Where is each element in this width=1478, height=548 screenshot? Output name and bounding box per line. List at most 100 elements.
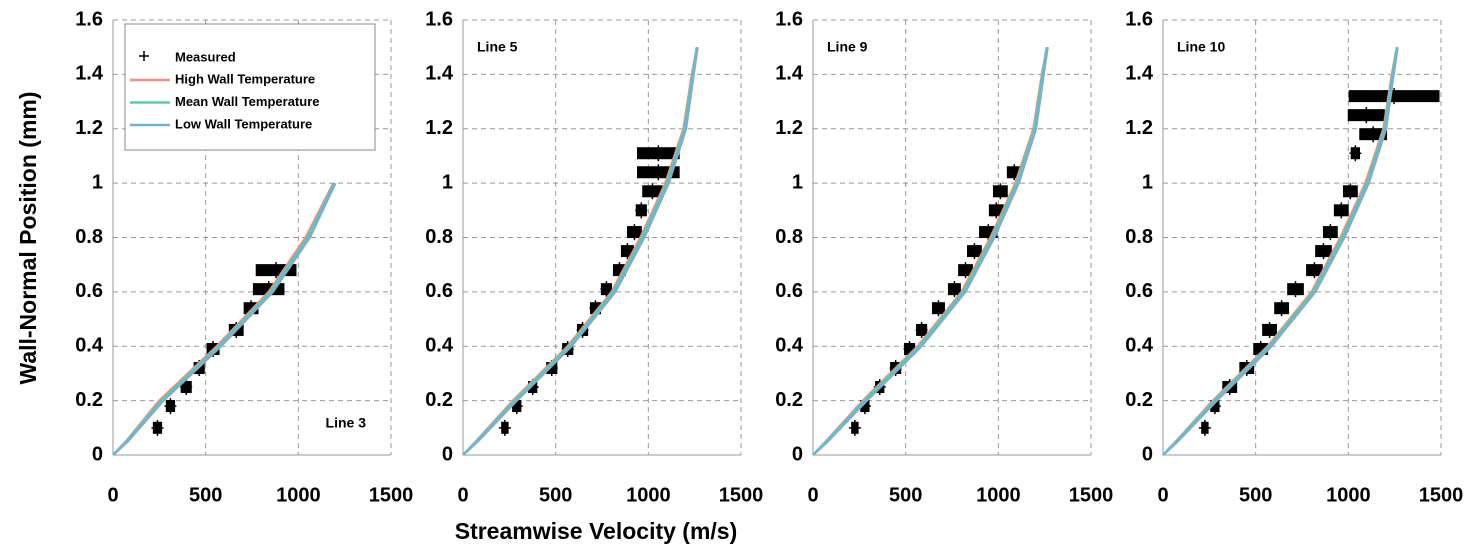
x-tick-label: 0	[807, 484, 818, 506]
y-tick-label: 0.4	[425, 335, 454, 357]
measured-point	[1308, 262, 1321, 279]
measured-point	[1344, 183, 1357, 200]
x-tick-label: 1000	[976, 484, 1021, 506]
legend-label: High Wall Temperature	[175, 71, 315, 86]
x-tick-label: 1000	[276, 484, 321, 506]
measured-point	[1275, 300, 1288, 317]
x-tick-label: 500	[189, 484, 222, 506]
measured-point	[1263, 321, 1276, 338]
measured-point	[1360, 107, 1373, 124]
measured-point	[968, 243, 981, 260]
measured-point	[652, 164, 665, 181]
measured-point	[1335, 202, 1348, 219]
measured-point	[600, 281, 613, 298]
y-tick-label: 0.8	[75, 226, 103, 248]
x-tick-label: 500	[539, 484, 572, 506]
line	[112, 182, 337, 456]
y-tick-label: 0.6	[425, 280, 453, 302]
measured-point	[164, 398, 177, 415]
y-tick-label: 1.6	[775, 8, 803, 30]
y-tick-label: 1.4	[75, 63, 104, 85]
annotation: Line 5	[477, 39, 518, 55]
measured-point	[990, 202, 1003, 219]
y-tick-label: 0.2	[425, 389, 453, 411]
measured-point	[180, 379, 193, 396]
measured-point	[151, 419, 164, 436]
measured-point	[652, 145, 665, 162]
measured-point	[498, 419, 511, 436]
y-tick-label: 0	[92, 443, 103, 465]
y-tick-label: 0.8	[425, 226, 453, 248]
legend-label: Mean Wall Temperature	[175, 94, 319, 109]
y-tick-label: 0.2	[775, 389, 803, 411]
y-tick-label: 0.2	[75, 389, 103, 411]
line	[462, 47, 699, 456]
measured-point	[1317, 243, 1330, 260]
measured-point	[994, 183, 1007, 200]
measured-point	[1198, 419, 1211, 436]
measured-point	[646, 183, 659, 200]
measured-point	[1367, 126, 1380, 143]
y-axis-title: Wall-Normal Position (mm)	[15, 91, 41, 384]
y-tick-label: 0.8	[775, 226, 803, 248]
y-tick-label: 0.4	[1125, 335, 1154, 357]
y-tick-label: 0.6	[75, 280, 103, 302]
y-tick-label: 1.2	[425, 117, 453, 139]
x-tick-label: 1500	[1069, 484, 1114, 506]
y-tick-label: 0.6	[1125, 280, 1153, 302]
x-tick-label: 500	[1239, 484, 1272, 506]
y-tick-label: 1.6	[425, 8, 453, 30]
y-tick-label: 0.6	[775, 280, 803, 302]
x-tick-label: 500	[889, 484, 922, 506]
y-tick-label: 0.8	[1125, 226, 1153, 248]
y-tick-label: 0.2	[1125, 389, 1153, 411]
line	[1162, 47, 1399, 456]
legend-symbol	[139, 51, 149, 61]
measured-point	[1324, 224, 1337, 241]
measured-point	[932, 300, 945, 317]
y-tick-label: 1.2	[75, 117, 103, 139]
annotation: Line 10	[1177, 39, 1225, 55]
x-tick-label: 1500	[719, 484, 764, 506]
annotation: Line 9	[827, 39, 868, 55]
annotation: Line 3	[326, 415, 367, 431]
y-tick-label: 1.6	[1125, 8, 1153, 30]
y-tick-label: 1.4	[775, 63, 804, 85]
y-tick-label: 1.4	[425, 63, 454, 85]
measured-point	[848, 419, 861, 436]
legend-label: Low Wall Temperature	[175, 116, 312, 131]
measured-point	[270, 262, 283, 279]
x-axis-title: Streamwise Velocity (m/s)	[455, 518, 738, 544]
y-tick-label: 1.4	[1125, 63, 1154, 85]
y-tick-label: 1.2	[775, 117, 803, 139]
y-tick-label: 0	[792, 443, 803, 465]
x-tick-label: 1500	[369, 484, 414, 506]
x-tick-label: 1500	[1419, 484, 1464, 506]
measured-point	[915, 321, 928, 338]
y-tick-label: 1	[1142, 171, 1153, 193]
y-tick-label: 0.4	[775, 335, 804, 357]
y-tick-label: 0.4	[75, 335, 104, 357]
y-tick-label: 1.6	[75, 8, 103, 30]
y-tick-label: 1	[442, 171, 453, 193]
measured-point	[635, 202, 648, 219]
line	[812, 47, 1049, 456]
y-tick-label: 1.2	[1125, 117, 1153, 139]
x-tick-label: 0	[457, 484, 468, 506]
measured-point	[948, 281, 961, 298]
x-tick-label: 1000	[626, 484, 671, 506]
x-tick-label: 0	[107, 484, 118, 506]
legend-label: Measured	[175, 49, 236, 64]
measured-point	[959, 262, 972, 279]
x-tick-label: 0	[1157, 484, 1168, 506]
measured-point	[621, 243, 634, 260]
measured-point	[1349, 145, 1362, 162]
y-tick-label: 0	[1142, 443, 1153, 465]
measured-point	[628, 224, 641, 241]
y-tick-label: 0	[442, 443, 453, 465]
legend-box	[124, 23, 376, 151]
measured-point	[1289, 281, 1302, 298]
y-tick-label: 1	[92, 171, 103, 193]
x-tick-label: 1000	[1326, 484, 1371, 506]
